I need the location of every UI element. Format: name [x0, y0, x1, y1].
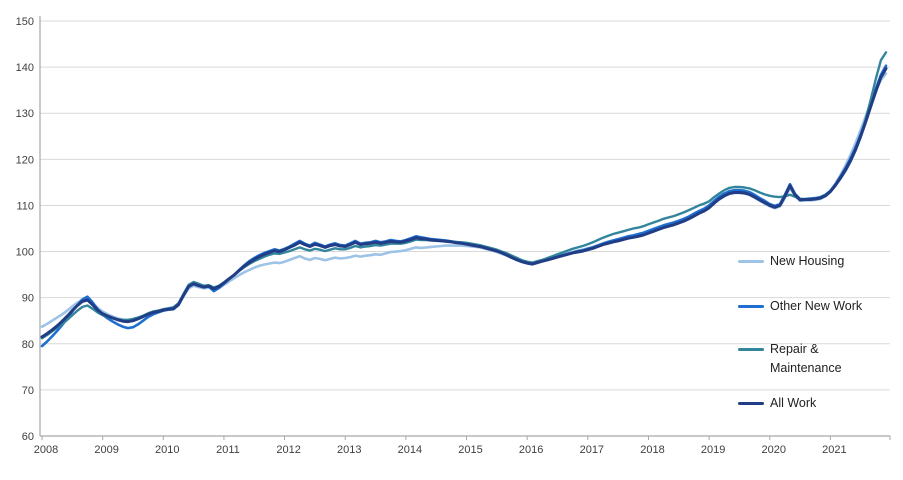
- svg-text:2011: 2011: [216, 444, 240, 456]
- legend-item-other-new-work: Other New Work: [738, 297, 862, 316]
- svg-text:60: 60: [22, 431, 34, 443]
- svg-text:100: 100: [16, 247, 34, 259]
- svg-text:2015: 2015: [458, 444, 482, 456]
- svg-text:2017: 2017: [580, 444, 604, 456]
- svg-text:2013: 2013: [337, 444, 361, 456]
- legend-item-repair-maintenance: Repair & Maintenance: [738, 340, 875, 378]
- svg-text:150: 150: [16, 16, 34, 28]
- svg-text:130: 130: [16, 108, 34, 120]
- svg-text:90: 90: [22, 293, 34, 305]
- svg-text:80: 80: [22, 339, 34, 351]
- svg-text:2012: 2012: [276, 444, 300, 456]
- legend-item-all-work: All Work: [738, 394, 816, 413]
- svg-text:2009: 2009: [94, 444, 118, 456]
- svg-text:2020: 2020: [762, 444, 786, 456]
- svg-text:2014: 2014: [398, 444, 422, 456]
- svg-text:70: 70: [22, 385, 34, 397]
- legend-line-swatch-other-new-work: [738, 305, 764, 308]
- svg-text:2018: 2018: [640, 444, 664, 456]
- legend-label-repair-maintenance: Repair & Maintenance: [770, 342, 842, 375]
- svg-text:110: 110: [16, 200, 34, 212]
- svg-text:2021: 2021: [822, 444, 846, 456]
- svg-text:120: 120: [16, 154, 34, 166]
- legend-line-swatch-repair-maintenance: [738, 348, 764, 351]
- legend-line-swatch-new-housing: [738, 260, 764, 263]
- svg-text:2008: 2008: [34, 444, 58, 456]
- legend-item-new-housing: New Housing: [738, 252, 844, 271]
- svg-text:140: 140: [16, 62, 34, 74]
- legend-label-new-housing: New Housing: [770, 254, 845, 268]
- svg-text:2019: 2019: [701, 444, 725, 456]
- svg-text:2016: 2016: [519, 444, 543, 456]
- legend-line-swatch-all-work: [738, 402, 764, 405]
- svg-text:2010: 2010: [155, 444, 179, 456]
- legend-label-all-work: All Work: [770, 396, 817, 410]
- legend-label-other-new-work: Other New Work: [770, 299, 863, 313]
